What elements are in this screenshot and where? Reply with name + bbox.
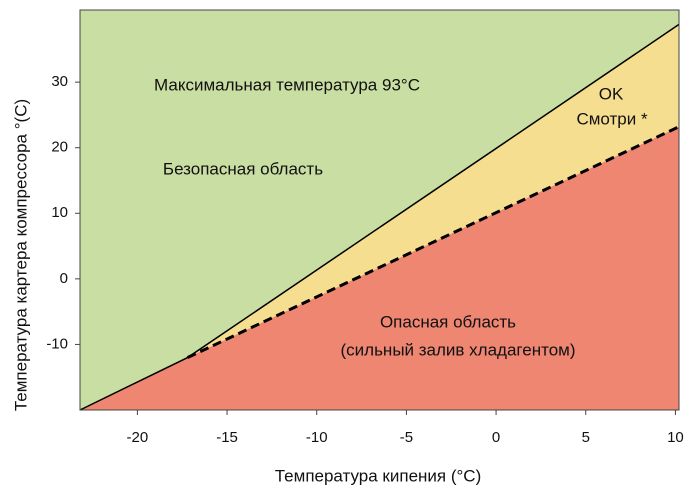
annotation: Безопасная область — [163, 159, 323, 178]
x-tick-label: -5 — [400, 429, 413, 446]
x-tick-label: 0 — [492, 429, 500, 446]
x-tick-label: -10 — [306, 429, 328, 446]
y-axis-label: Температура картера компрессора °(C) — [11, 99, 30, 411]
y-tick-label: 0 — [60, 270, 68, 287]
y-tick-label: 20 — [51, 139, 68, 156]
x-tick-label: 10 — [667, 429, 684, 446]
y-tick-label: 30 — [51, 73, 68, 90]
x-tick-label: -15 — [216, 429, 238, 446]
y-tick-label: -10 — [46, 335, 68, 352]
annotation: OK — [599, 84, 624, 103]
x-tick-label: -20 — [127, 429, 149, 446]
annotation: Смотри * — [576, 109, 648, 128]
plot-frame — [79, 9, 680, 411]
annotation: Опасная область — [380, 312, 516, 331]
x-axis-label: Температура кипения (°C) — [275, 466, 482, 485]
y-tick-label: 10 — [51, 204, 68, 221]
annotation: Максимальная температура 93°C — [154, 75, 420, 94]
boundary-line — [186, 125, 680, 359]
annotation: (сильный залив хладагентом) — [341, 340, 576, 359]
x-tick-label: 5 — [582, 429, 590, 446]
